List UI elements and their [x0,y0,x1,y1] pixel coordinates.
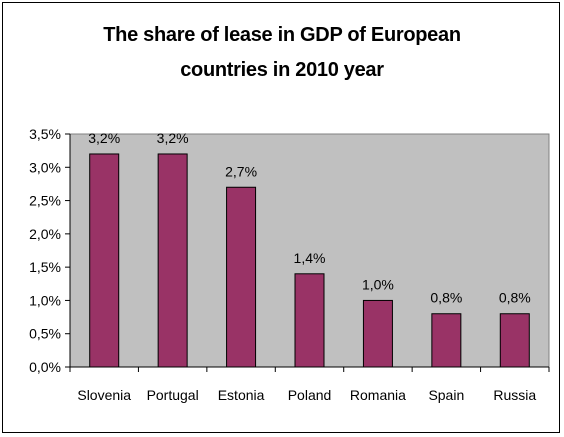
value-label: 0,8% [430,290,462,306]
bar-russia [499,313,530,368]
x-axis: Slovenia Portugal Estonia Poland Romania Spai… [69,366,550,403]
x-tick-label: Russia [493,387,536,403]
chart-title-line-1: The share of lease in GDP of European [103,24,461,46]
y-axis: 0,0% 0,5% 1,0% 1,5% 2,0% 2,5% 3,0% 3,5% [29,126,71,375]
x-tick-label: Slovenia [77,387,131,403]
value-labels: 3,2% 3,2% 2,7% 1,4% 1,0% 0,8% 0,8% [88,130,530,306]
bars [89,153,530,368]
x-tick-label: Poland [288,387,332,403]
y-tick-label: 1,5% [29,259,61,275]
chart-title-line-2: countries in 2010 year [180,59,384,81]
bar-romania [362,299,393,368]
bar-portugal [157,153,188,368]
x-tick-label: Spain [428,387,464,403]
value-label: 0,8% [499,290,531,306]
y-tick-label: 3,0% [29,159,61,175]
x-tick-label: Portugal [147,387,199,403]
value-label: 3,2% [157,130,189,146]
value-label: 1,0% [362,276,394,292]
bar-poland [294,273,325,368]
y-tick-label: 1,0% [29,292,61,308]
y-tick-label: 2,0% [29,226,61,242]
value-label: 2,7% [225,163,257,179]
bar-slovenia [89,153,120,368]
bar-spain [431,313,462,368]
x-tick-label: Estonia [218,387,265,403]
y-tick-label: 3,5% [29,126,61,142]
value-label: 1,4% [294,250,326,266]
y-tick-label: 0,0% [29,359,61,375]
x-tick-label: Romania [350,387,406,403]
y-tick-label: 2,5% [29,193,61,209]
y-tick-label: 0,5% [29,326,61,342]
value-label: 3,2% [88,130,120,146]
bar-estonia [226,186,257,368]
